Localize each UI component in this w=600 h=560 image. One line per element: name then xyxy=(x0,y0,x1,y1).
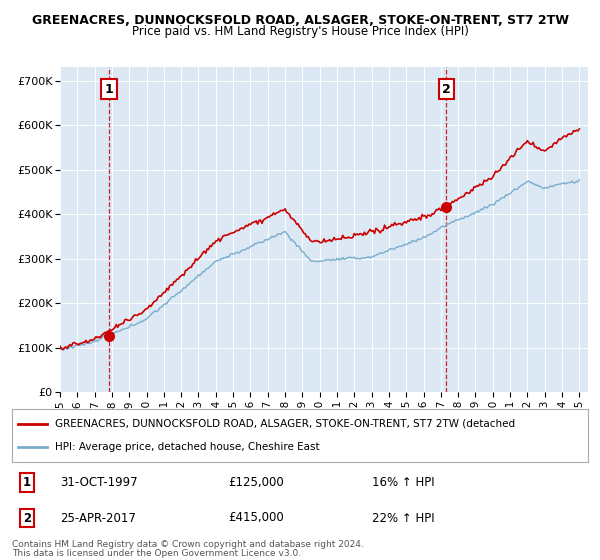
Text: 2: 2 xyxy=(442,83,451,96)
Text: 1: 1 xyxy=(104,83,113,96)
Text: GREENACRES, DUNNOCKSFOLD ROAD, ALSAGER, STOKE-ON-TRENT, ST7 2TW (detached: GREENACRES, DUNNOCKSFOLD ROAD, ALSAGER, … xyxy=(55,419,515,429)
Text: Contains HM Land Registry data © Crown copyright and database right 2024.: Contains HM Land Registry data © Crown c… xyxy=(12,540,364,549)
Text: £125,000: £125,000 xyxy=(228,476,284,489)
Text: 22% ↑ HPI: 22% ↑ HPI xyxy=(372,511,434,525)
Text: 1: 1 xyxy=(23,476,31,489)
Text: HPI: Average price, detached house, Cheshire East: HPI: Average price, detached house, Ches… xyxy=(55,442,320,452)
Text: £415,000: £415,000 xyxy=(228,511,284,525)
Text: 2: 2 xyxy=(23,511,31,525)
Text: This data is licensed under the Open Government Licence v3.0.: This data is licensed under the Open Gov… xyxy=(12,549,301,558)
Text: Price paid vs. HM Land Registry's House Price Index (HPI): Price paid vs. HM Land Registry's House … xyxy=(131,25,469,38)
Text: 16% ↑ HPI: 16% ↑ HPI xyxy=(372,476,434,489)
Text: GREENACRES, DUNNOCKSFOLD ROAD, ALSAGER, STOKE-ON-TRENT, ST7 2TW: GREENACRES, DUNNOCKSFOLD ROAD, ALSAGER, … xyxy=(32,14,569,27)
Text: 31-OCT-1997: 31-OCT-1997 xyxy=(60,476,137,489)
Text: 25-APR-2017: 25-APR-2017 xyxy=(60,511,136,525)
